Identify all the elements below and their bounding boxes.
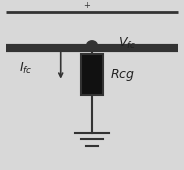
Bar <box>81 54 103 95</box>
Text: +: + <box>83 1 90 10</box>
Text: $V_{fc}$: $V_{fc}$ <box>118 36 136 51</box>
Circle shape <box>86 41 98 51</box>
Text: $Rcg$: $Rcg$ <box>110 67 135 83</box>
Text: $I_{fc}$: $I_{fc}$ <box>19 61 33 75</box>
